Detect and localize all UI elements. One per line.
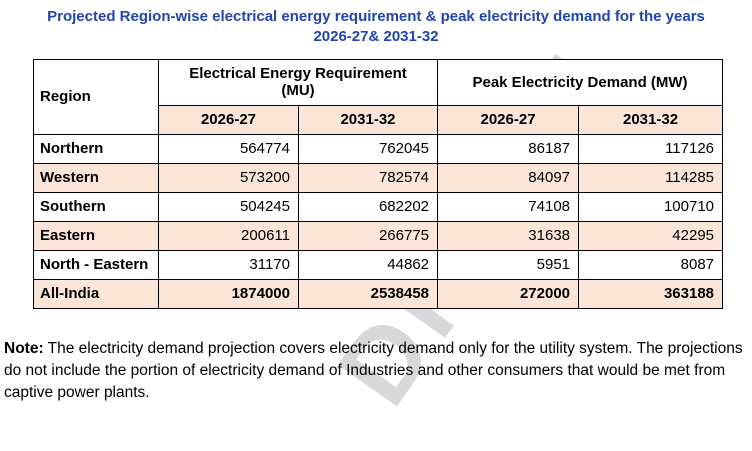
value-cell: 114285 — [578, 162, 724, 193]
region-label: Northern — [33, 133, 159, 164]
page-title-line1: Projected Region-wise electrical energy … — [47, 8, 705, 25]
value-cell: 31170 — [158, 249, 299, 280]
projection-table-wrapper: Region Electrical Energy Requirement (MU… — [33, 58, 752, 309]
value-cell: 272000 — [437, 278, 580, 309]
value-cell: 564774 — [158, 133, 299, 164]
table-row: All-India 1874000 2538458 272000 363188 — [33, 278, 724, 309]
table-row: Eastern 200611 266775 31638 42295 — [33, 220, 724, 251]
value-cell: 31638 — [437, 220, 580, 251]
value-cell: 682202 — [297, 191, 439, 222]
region-label: All-India — [33, 278, 159, 309]
value-cell: 44862 — [297, 249, 439, 280]
region-label: Eastern — [33, 220, 159, 251]
value-cell: 504245 — [158, 191, 299, 222]
table-row: Northern 564774 762045 86187 117126 — [33, 133, 724, 164]
value-cell: 74108 — [437, 191, 580, 222]
value-cell: 573200 — [158, 162, 299, 193]
value-cell: 8087 — [578, 249, 724, 280]
value-cell: 266775 — [297, 220, 439, 251]
table-body: Northern 564774 762045 86187 117126 Western 57… — [33, 133, 724, 309]
page-title: Projected Region-wise electrical energy … — [0, 0, 752, 48]
note-label: Note: — [4, 339, 44, 357]
value-cell: 2538458 — [297, 278, 439, 309]
value-cell: 782574 — [297, 162, 439, 193]
value-cell: 84097 — [437, 162, 580, 193]
year-header-row: 2026-27 2031-32 2026-27 2031-32 — [34, 104, 724, 135]
projection-table: Region Electrical Energy Requirement (MU… — [33, 58, 724, 309]
year-header-peak-2031: 2031-32 — [578, 104, 724, 135]
region-label: North - Eastern — [33, 249, 159, 280]
group-header-row: Region Electrical Energy Requirement (MU… — [33, 58, 724, 135]
value-cell: 1874000 — [158, 278, 299, 309]
energy-group-header: Electrical Energy Requirement (MU) — [157, 58, 439, 106]
value-cell: 200611 — [158, 220, 299, 251]
value-cell: 363188 — [578, 278, 724, 309]
year-header-energy-2026: 2026-27 — [158, 104, 299, 135]
note-text: The electricity demand projection covers… — [4, 339, 743, 401]
peak-group-header: Peak Electricity Demand (MW) — [437, 58, 724, 106]
region-column-header: Region — [33, 58, 159, 135]
table-row: Western 573200 782574 84097 114285 — [33, 162, 724, 193]
note-paragraph: Note: The electricity demand projection … — [4, 338, 748, 404]
table-row: North - Eastern 31170 44862 5951 8087 — [33, 249, 724, 280]
page-title-line2: 2026-27& 2031-32 — [313, 28, 439, 46]
table-row: Southern 504245 682202 74108 100710 — [33, 191, 724, 222]
value-cell: 42295 — [578, 220, 724, 251]
region-label: Western — [33, 162, 159, 193]
value-cell: 117126 — [578, 133, 724, 164]
value-cell: 762045 — [297, 133, 439, 164]
value-cell: 100710 — [578, 191, 724, 222]
region-label: Southern — [33, 191, 159, 222]
value-cell: 86187 — [437, 133, 580, 164]
year-header-peak-2026: 2026-27 — [437, 104, 580, 135]
year-header-energy-2031: 2031-32 — [297, 104, 439, 135]
value-cell: 5951 — [437, 249, 580, 280]
